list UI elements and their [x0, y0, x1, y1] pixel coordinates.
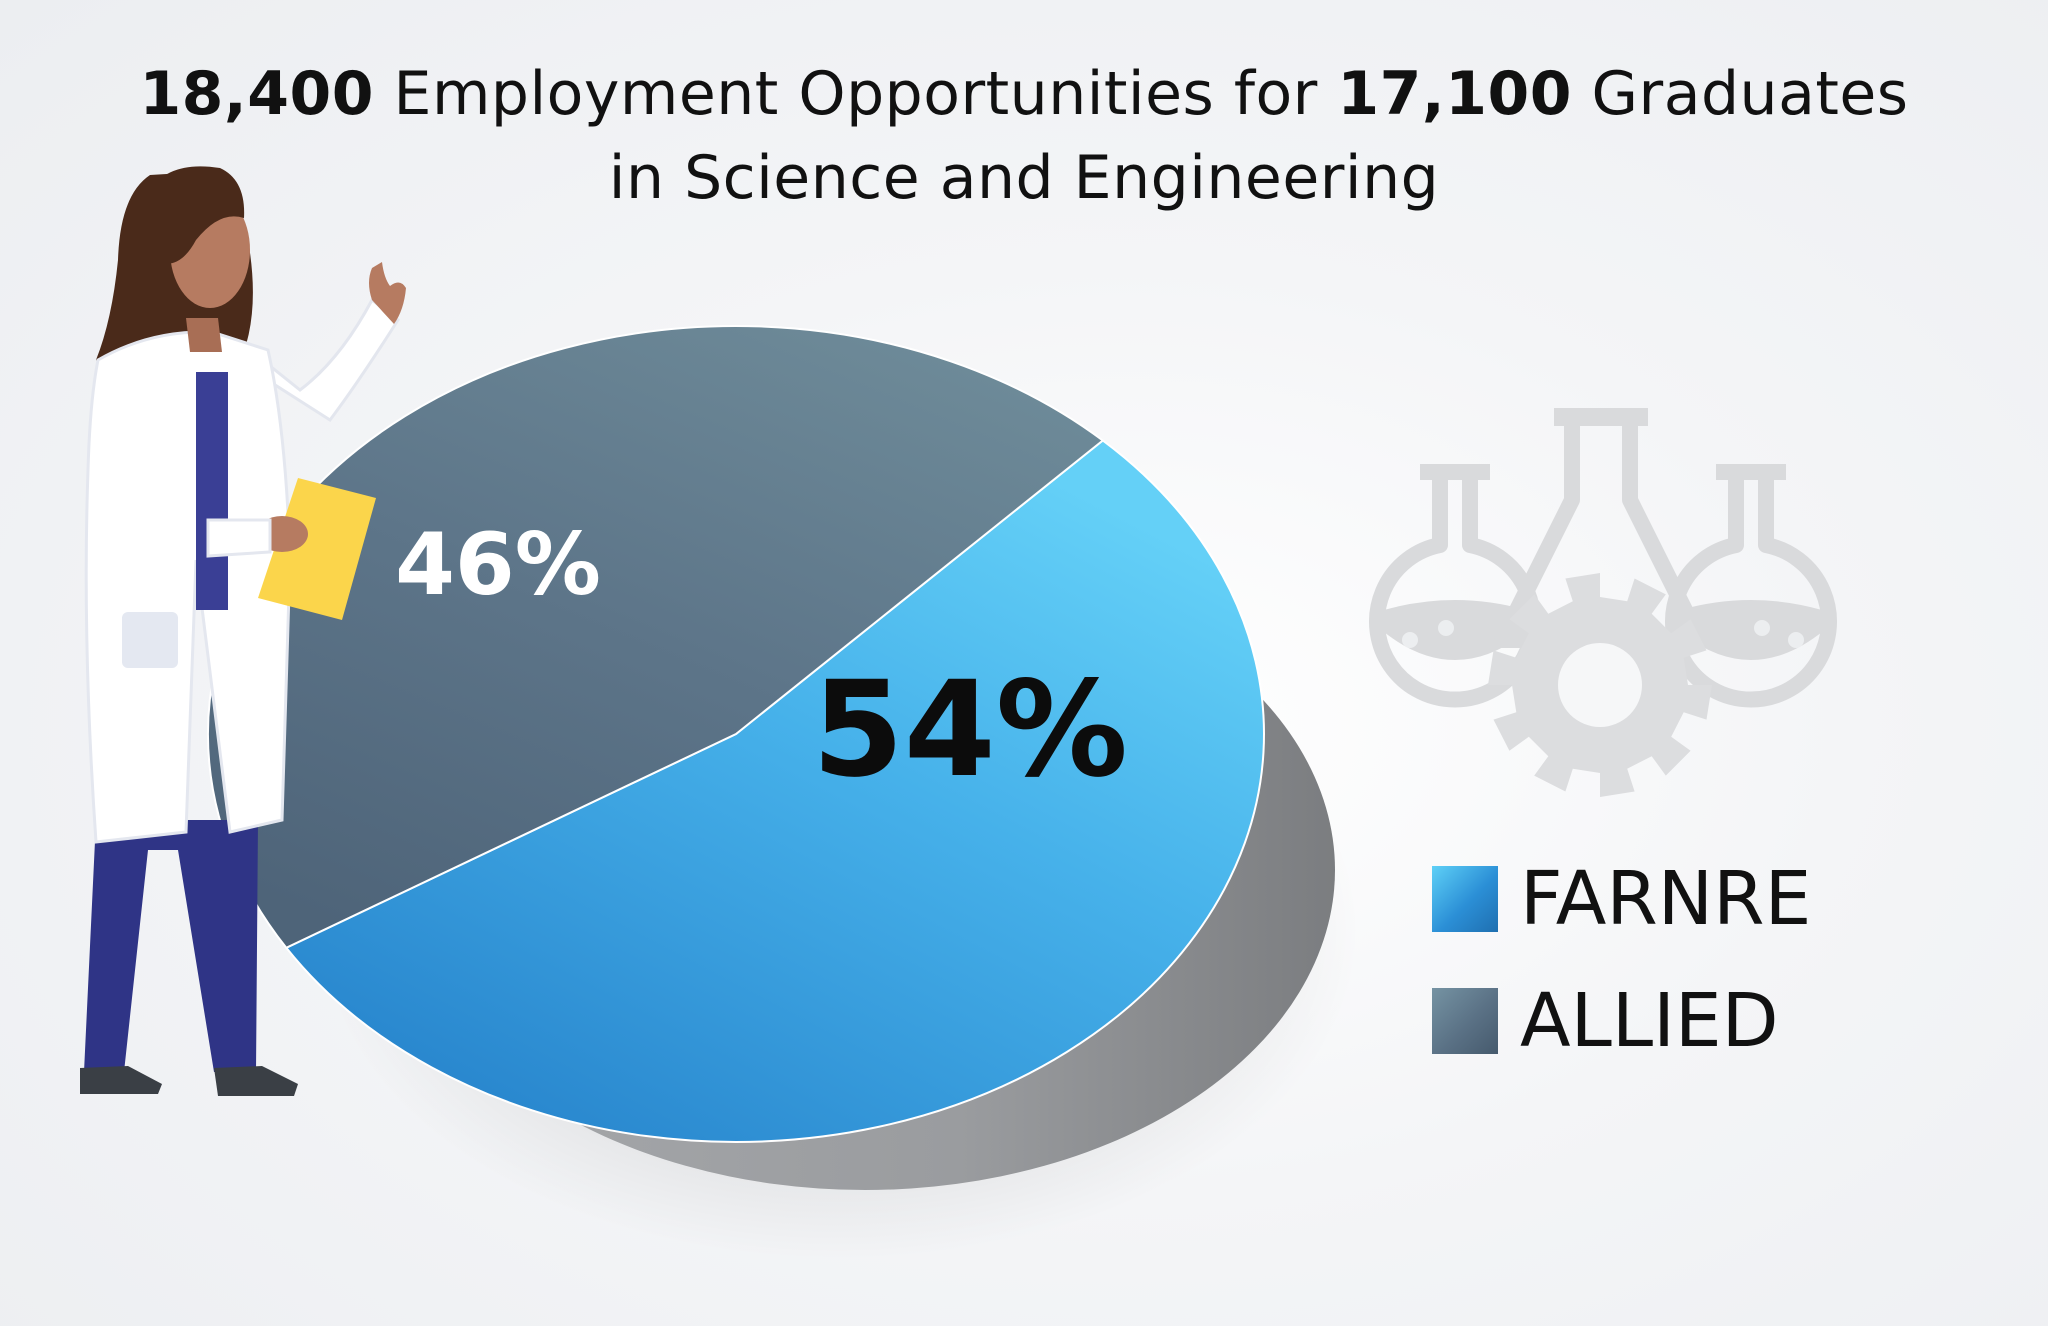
- pie-slice-farnre: [284, 439, 1265, 1143]
- legend-swatch-allied: [1432, 988, 1498, 1054]
- title-count-opportunities: 18,400: [139, 59, 374, 129]
- gear-hole: [1558, 643, 1642, 727]
- title-line-2: in Science and Engineering: [608, 143, 1440, 213]
- scientist-illustration: [80, 166, 406, 1096]
- pie-slices: [207, 325, 1265, 1143]
- legend-label-farnre: FARNRE: [1520, 856, 1812, 942]
- title-text-2: Graduates: [1571, 59, 1909, 129]
- data-label-farnre: 54%: [812, 653, 1128, 807]
- legend-label-allied: ALLIED: [1520, 978, 1779, 1064]
- pie-slice-allied: [207, 325, 1105, 950]
- title-count-graduates: 17,100: [1337, 59, 1572, 129]
- data-label-allied: 46%: [395, 515, 601, 615]
- legend-item-farnre: FARNRE: [1432, 862, 1811, 936]
- legend-item-allied: ALLIED: [1432, 984, 1779, 1058]
- gear-icon: [1488, 573, 1712, 797]
- chart-title: 18,400 Employment Opportunities for 17,1…: [0, 52, 2048, 220]
- title-text-1: Employment Opportunities for: [373, 59, 1338, 129]
- title-line-1: 18,400 Employment Opportunities for 17,1…: [0, 52, 2048, 136]
- legend-swatch-farnre: [1432, 866, 1498, 932]
